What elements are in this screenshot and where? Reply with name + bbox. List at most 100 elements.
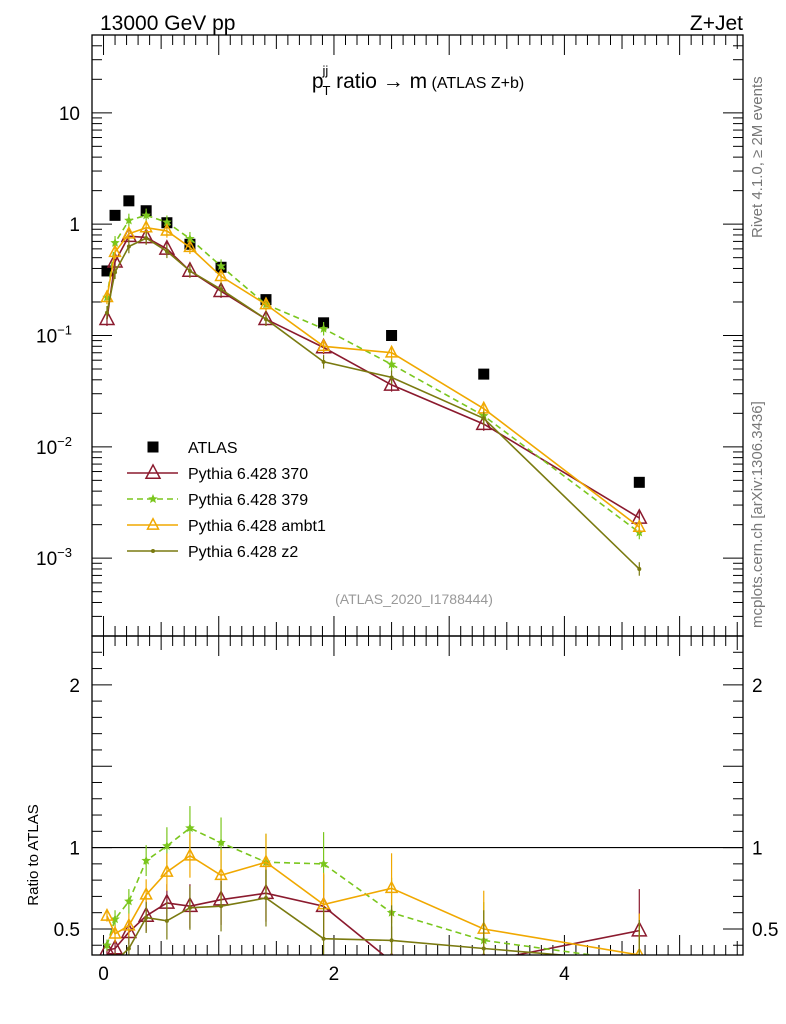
rivet-label: Rivet 4.1.0, ≥ 2M events (749, 76, 766, 238)
data-point (124, 215, 134, 225)
legend-label: Pythia 6.428 ambt1 (188, 518, 326, 535)
data-point (321, 359, 326, 364)
ratio-y-tick-label-left: 1 (69, 839, 80, 860)
data-point (316, 338, 331, 352)
x-tick-label: 0 (98, 964, 109, 985)
y-tick-label: 10−3 (36, 545, 72, 570)
legend-marker (148, 494, 158, 504)
y-tick-label-base: 10 (36, 549, 57, 570)
legend-label: Pythia 6.428 379 (188, 492, 308, 509)
data-point (384, 344, 399, 358)
header-left: 13000 GeV pp (100, 12, 235, 35)
ratio-point (126, 946, 131, 951)
legend: ATLAS Pythia 6.428 370 Pythia 6.428 379 Pyt… (127, 440, 326, 561)
ratio-y-tick-label-right: 2 (752, 676, 763, 697)
plot-title-rest: ratio → m (330, 70, 427, 93)
data-point (318, 323, 329, 333)
series-line-pythia-6-428-379 (106, 214, 640, 534)
series-line-pythia-6-428-z2 (106, 237, 640, 570)
ratio-point (185, 823, 195, 833)
y-tick-label: 1 (69, 215, 80, 236)
ratio-point (108, 925, 122, 939)
data-point (383, 375, 400, 391)
y-tick-label: 10 (59, 104, 80, 125)
legend-label: Pythia 6.428 z2 (188, 544, 298, 561)
ratio-y-tick-label-right: 0.5 (752, 920, 778, 941)
x-tick-label: 2 (329, 964, 340, 985)
data-point (386, 330, 398, 341)
data-point (141, 210, 151, 220)
y-tick-label: 10−2 (36, 434, 72, 459)
data-point (185, 233, 195, 243)
header-right: Z+Jet (690, 12, 743, 35)
ratio-point (384, 880, 399, 894)
analysis-id: (ATLAS_2020_I1788444) (335, 591, 493, 607)
ratio-point (321, 936, 326, 941)
plot-title-sub: T (323, 83, 331, 98)
ratio-point (637, 960, 641, 964)
ratio-axis-ticks: 0 2 4 2 2 1 1 0.5 0.5 (54, 635, 778, 985)
data-point (259, 296, 273, 310)
ratio-point (183, 847, 197, 861)
ratio-point (214, 867, 228, 881)
data-point (101, 265, 113, 277)
data-point (144, 236, 149, 241)
plot-title: pTjj ratio → m (ATLAS Z+b) (312, 63, 524, 98)
ratio-line-pythia-6-428-z2 (120, 897, 572, 955)
ratio-point (187, 905, 192, 910)
legend-label: ATLAS (188, 440, 238, 457)
y-tick-label-exp: −3 (57, 545, 72, 560)
data-point (216, 261, 226, 271)
ratio-point (124, 896, 134, 906)
ratio-point (144, 915, 149, 920)
data-point (212, 281, 230, 298)
y-tick-label-exp: −2 (57, 434, 72, 449)
ratio-point (160, 864, 174, 877)
data-point (219, 287, 224, 292)
data-point (160, 222, 174, 236)
legend-marker (151, 549, 155, 553)
plot-title-sup: jj (321, 63, 328, 78)
data-point (386, 359, 397, 369)
ratio-point (164, 918, 169, 923)
data-point (98, 309, 116, 326)
data-point (389, 375, 394, 380)
y-tick-label: 10−1 (36, 323, 72, 348)
ratio-point (141, 855, 151, 865)
legend-marker (144, 463, 162, 479)
ratio-point (635, 957, 645, 966)
ratio-point (122, 917, 136, 931)
ratio-y-tick-label-right: 1 (752, 839, 763, 860)
ratio-clipped-group (99, 806, 648, 966)
data-point (214, 268, 228, 282)
data-point (632, 519, 647, 533)
data-point (164, 249, 169, 254)
data-point (126, 244, 131, 249)
data-point (633, 476, 645, 488)
legend-marker (147, 441, 159, 453)
data-point (637, 566, 642, 571)
ratio-point (318, 858, 329, 868)
data-point (481, 416, 486, 421)
y-tick-label-base: 10 (36, 327, 57, 348)
ratio-y-tick-label-left: 0.5 (54, 920, 80, 941)
ratio-point (162, 840, 172, 850)
y-tick-label-exp: −1 (57, 323, 72, 338)
plot-frames (91, 34, 744, 956)
ratio-point (389, 938, 394, 943)
main-plot-series (98, 195, 648, 576)
data-point (113, 270, 118, 275)
data-point (109, 209, 121, 221)
ratio-line-pythia-6-428-370 (106, 892, 640, 955)
data-point (263, 317, 268, 322)
data-point (110, 237, 120, 247)
data-point (187, 268, 192, 273)
series-line-pythia-6-428-ambt1 (106, 226, 640, 528)
ratio-point (481, 946, 486, 951)
ratio-point (139, 886, 153, 900)
ratio-line-pythia-6-428-379 (106, 827, 598, 955)
ratio-point (263, 896, 268, 901)
plot-title-small: (ATLAS Z+b) (427, 75, 524, 92)
